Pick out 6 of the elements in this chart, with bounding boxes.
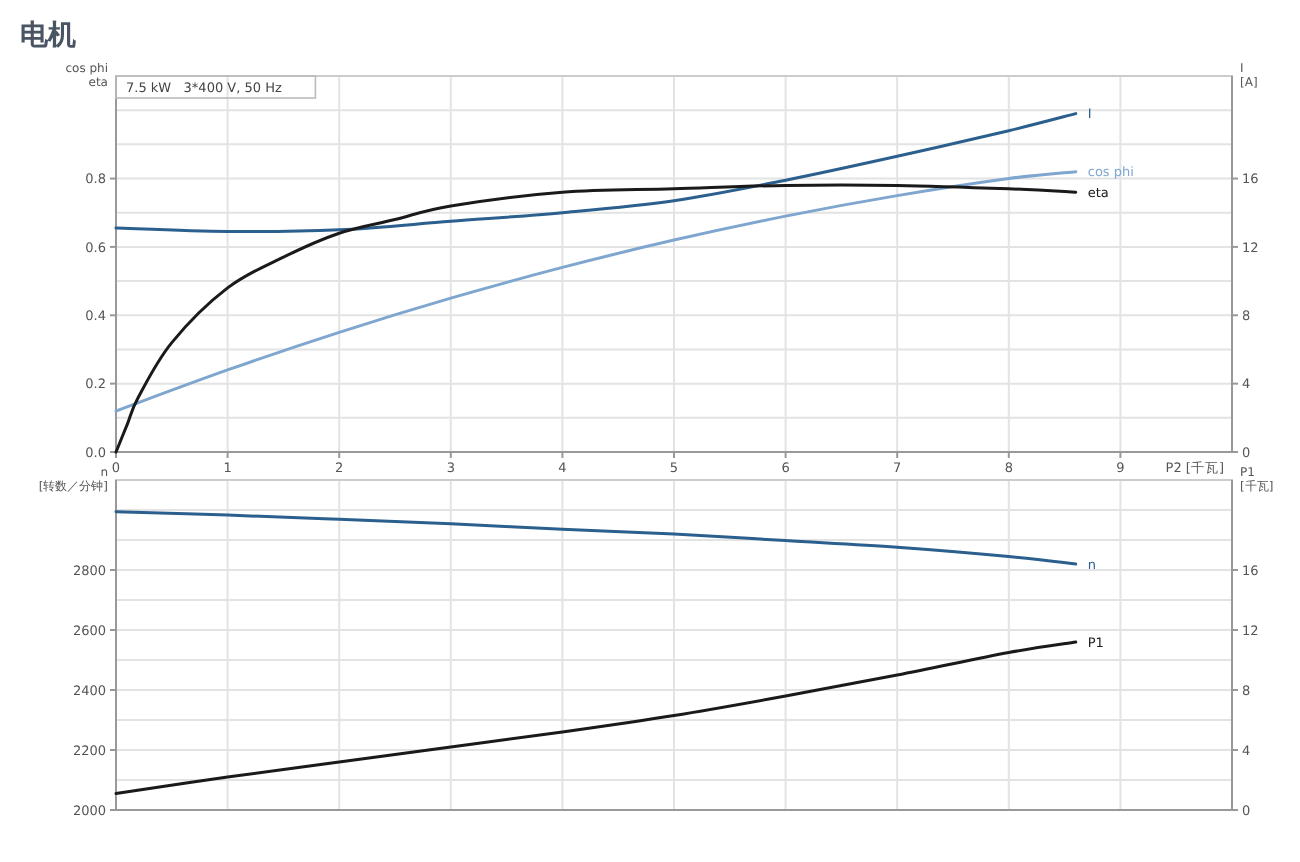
line-series	[114, 510, 1078, 566]
line-series	[114, 183, 1078, 454]
line-series	[114, 170, 1078, 413]
chart-title: 电机	[20, 20, 76, 52]
line-series	[114, 112, 1078, 234]
line-series	[114, 640, 1078, 795]
